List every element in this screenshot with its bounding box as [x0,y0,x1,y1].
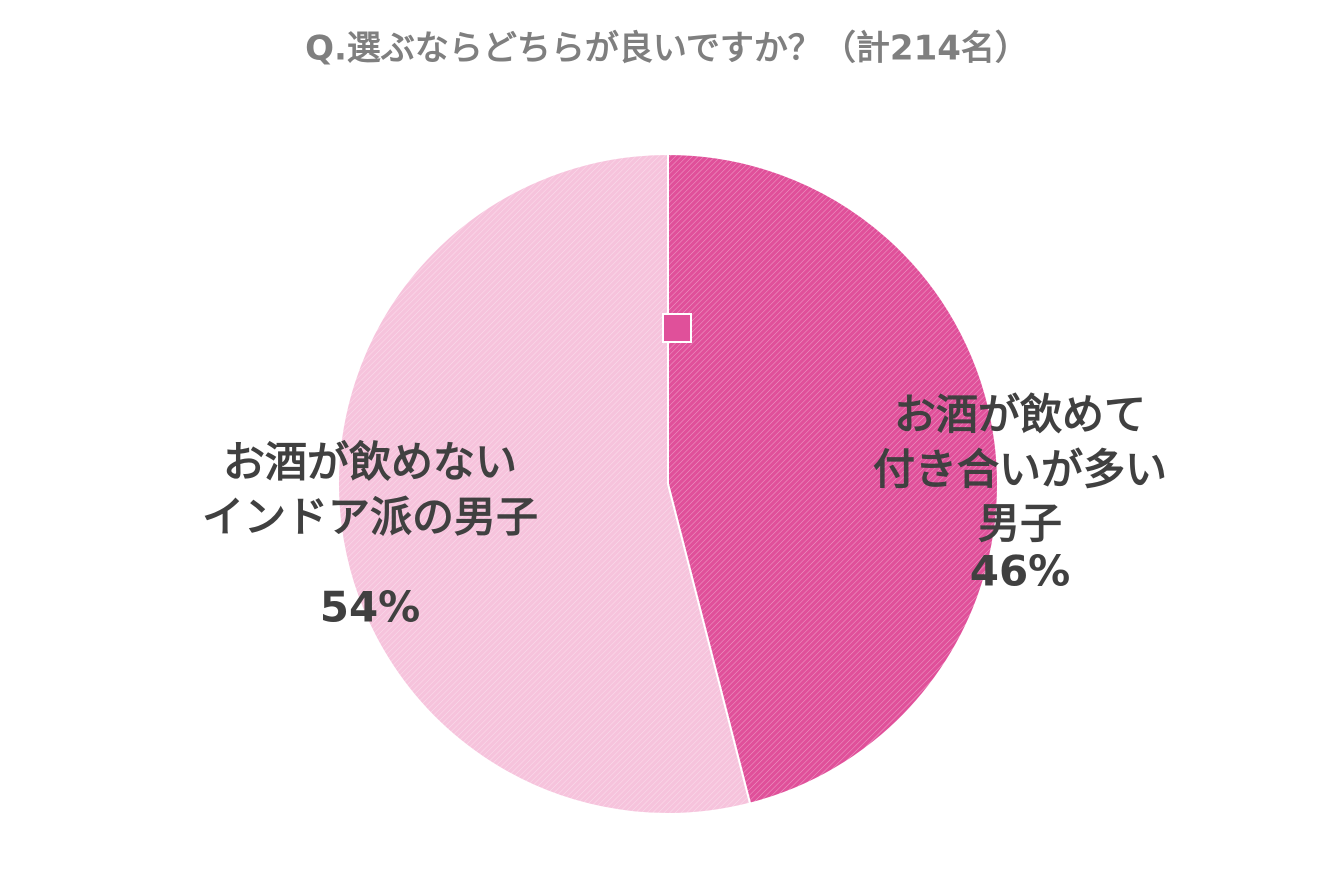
chart-title: Q.選ぶならどちらが良いですか？（計214名） [305,29,1029,69]
slice-label: お酒が飲めない インドア派の男子 [201,437,539,541]
slice-label: お酒が飲めて 付き合いが多い男子 [872,390,1167,549]
slice-marker [662,313,692,343]
pie-slice [667,152,999,805]
pie-slice [337,152,752,815]
value-label: 46% [969,546,1071,596]
value-label: 54% [319,582,421,632]
